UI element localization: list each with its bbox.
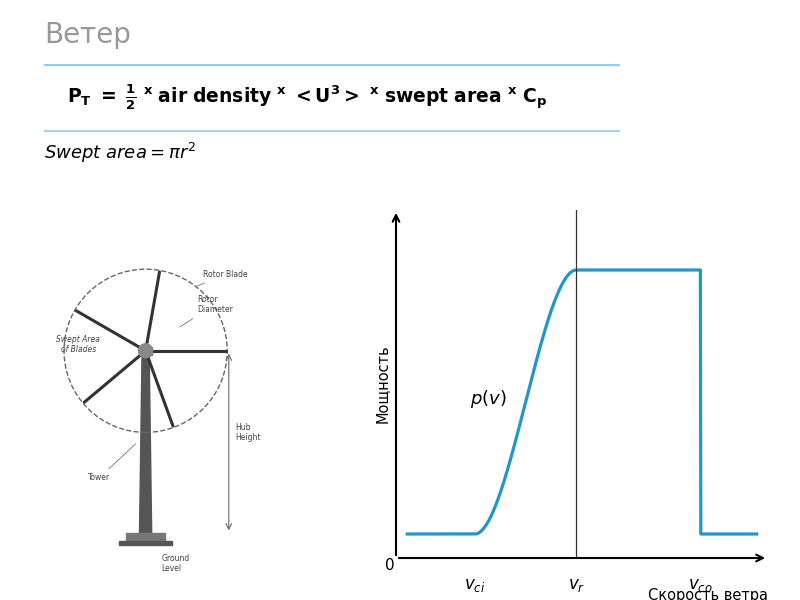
Text: Tower: Tower	[88, 444, 135, 482]
Text: Rotor
Diameter: Rotor Diameter	[180, 295, 233, 327]
Polygon shape	[118, 541, 173, 545]
Text: $\mathit{v_r}$: $\mathit{v_r}$	[568, 576, 585, 594]
Polygon shape	[126, 533, 165, 541]
Text: $\bf{P_T}$ $\bf{=}$ $\bf{\frac{1}{2}}$ $\bf{^x}$ $\bf{air\ density}$ $\bf{^x}$ $: $\bf{P_T}$ $\bf{=}$ $\bf{\frac{1}{2}}$ $…	[67, 83, 547, 112]
Text: 0: 0	[386, 558, 395, 573]
FancyBboxPatch shape	[24, 65, 638, 131]
Text: Мощность: Мощность	[375, 344, 390, 424]
Text: Ground
Level: Ground Level	[162, 554, 190, 574]
Text: $\mathit{v_{co}}$: $\mathit{v_{co}}$	[688, 576, 713, 594]
Text: Rotor Blade: Rotor Blade	[195, 270, 248, 287]
Text: $p(v)$: $p(v)$	[470, 388, 507, 410]
Text: Hub
Height: Hub Height	[235, 422, 261, 442]
Text: Swept Area
of Blades: Swept Area of Blades	[57, 335, 100, 354]
Polygon shape	[139, 347, 152, 355]
Polygon shape	[139, 351, 152, 533]
Text: Ветер: Ветер	[44, 21, 131, 49]
Text: Скорость ветра: Скорость ветра	[648, 588, 768, 600]
Text: $\mathit{v_{ci}}$: $\mathit{v_{ci}}$	[464, 576, 486, 594]
Text: $\mathit{Swept\ area} = \mathit{\pi r^2}$: $\mathit{Swept\ area} = \mathit{\pi r^2}…	[44, 141, 196, 165]
Circle shape	[138, 344, 153, 358]
